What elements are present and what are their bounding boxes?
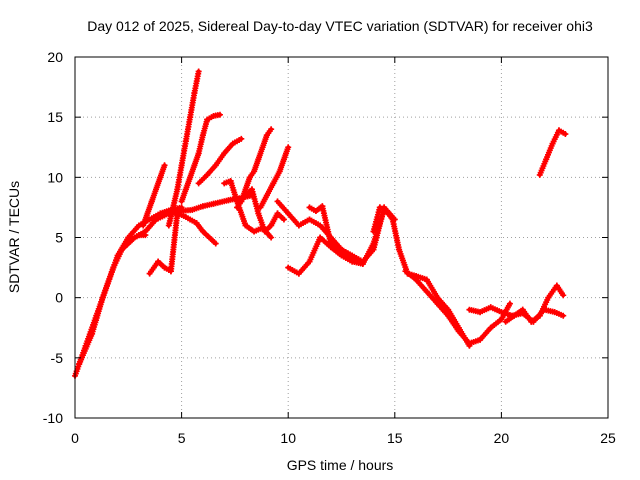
data-point-marker (280, 216, 287, 223)
data-point-marker (268, 126, 275, 133)
y-tick-label: -5 (51, 350, 64, 366)
data-point-marker (238, 135, 245, 142)
data-series (72, 68, 569, 379)
data-point-marker (142, 232, 149, 239)
data-point-marker (268, 234, 275, 241)
y-tick-label: 10 (47, 169, 63, 185)
series-arc-11 (242, 186, 287, 235)
series-trace (73, 205, 184, 378)
data-point-marker (560, 312, 567, 319)
y-tick-label: 15 (47, 109, 63, 125)
x-tick-label: 5 (178, 430, 186, 446)
y-tick-label: 20 (47, 49, 63, 65)
series-arc-15 (285, 206, 388, 277)
data-point-marker (560, 292, 567, 299)
series-arc-4 (140, 162, 168, 229)
series-arc-6 (165, 68, 202, 229)
grid (75, 57, 608, 418)
data-point-marker (506, 300, 513, 307)
series-arc-8 (195, 135, 245, 187)
plot-frame (74, 56, 609, 419)
y-tick-label: 5 (55, 230, 63, 246)
y-tick-label: 0 (55, 290, 63, 306)
series-trace (77, 193, 254, 366)
x-tick-label: 25 (600, 430, 616, 446)
series-arc-3 (118, 232, 149, 253)
x-tick-label: 20 (494, 430, 510, 446)
data-point-marker (285, 144, 292, 151)
x-axis-label: GPS time / hours (287, 457, 394, 473)
y-tick-label: -10 (43, 410, 63, 426)
series-arc-10 (234, 126, 275, 211)
series-arc-5 (146, 210, 219, 277)
series-arc-19 (502, 282, 567, 325)
series-arc-12 (257, 144, 292, 211)
series-arc-20 (536, 127, 569, 178)
chart-title: Day 012 of 2025, Sidereal Day-to-day VTE… (87, 18, 593, 34)
y-axis-label: SDTVAR / TECUs (6, 181, 22, 293)
x-tick-label: 10 (280, 430, 296, 446)
axis-ticks: 0 5 10 15 20 25 -10 -5 0 5 10 15 20 (43, 49, 616, 446)
data-point-marker (161, 162, 168, 169)
x-tick-label: 0 (71, 430, 79, 446)
data-point-marker (562, 131, 569, 138)
series-arc-1 (72, 204, 185, 379)
data-point-marker (195, 68, 202, 75)
data-point-marker (216, 111, 223, 118)
series-arc-7 (178, 111, 223, 205)
data-point-marker (212, 240, 219, 247)
series-arc-2 (76, 192, 255, 367)
x-tick-label: 15 (387, 430, 403, 446)
